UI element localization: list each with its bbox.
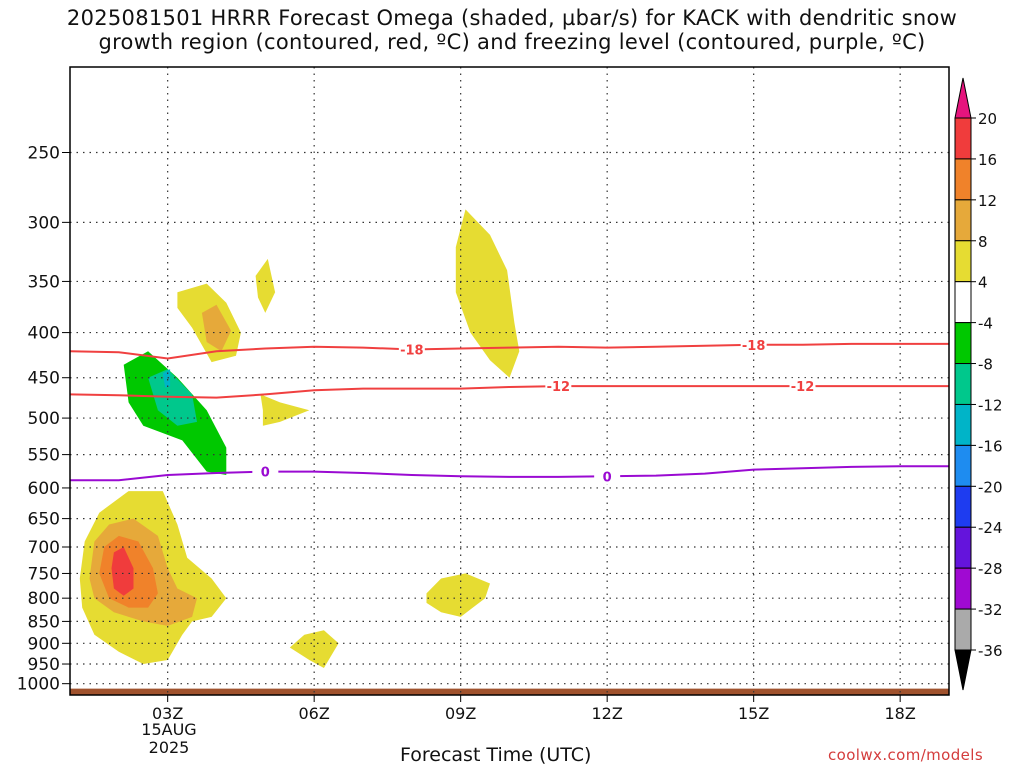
- omega-region-11: [260, 394, 310, 426]
- contour-label: -18: [400, 343, 424, 358]
- omega-region-9: [162, 369, 171, 388]
- y-tick-label: 400: [28, 324, 60, 344]
- y-tick-label: 500: [28, 409, 60, 429]
- contour-label-bg: [740, 336, 767, 353]
- colorbar-label: -32: [978, 601, 1003, 619]
- contour-label-bg: [545, 378, 572, 395]
- y-axis: 2503003504004505005506006507007508008509…: [17, 143, 70, 695]
- x-tick-label: 09Z: [445, 704, 476, 723]
- y-tick-label: 350: [28, 272, 60, 292]
- watermark: coolwx.com/models: [828, 746, 984, 764]
- colorbar-band: [954, 322, 972, 365]
- y-tick-label: 850: [28, 612, 60, 632]
- date-label-day: 15AUG: [141, 720, 197, 739]
- y-tick-label: 600: [28, 479, 60, 499]
- colorbar-band: [954, 199, 972, 242]
- y-tick-label: 700: [28, 538, 60, 558]
- colorbar-label: -24: [978, 519, 1003, 537]
- y-tick-label: 800: [28, 589, 60, 609]
- y-tick-label: 950: [28, 655, 60, 675]
- colorbar-label: -16: [978, 437, 1003, 455]
- colorbar-band: [954, 117, 972, 160]
- colorbar-band: [954, 485, 972, 528]
- chart-title-line-2: growth region (contoured, red, ºC) and f…: [98, 30, 926, 54]
- colorbar-band: [954, 403, 972, 446]
- contour-line: [69, 342, 949, 360]
- x-tick-label: 18Z: [885, 704, 916, 723]
- colorbar-label: -28: [978, 560, 1003, 578]
- colorbar-band: [954, 567, 972, 610]
- omega-region-5: [201, 304, 232, 352]
- colorbar-label: 20: [978, 110, 997, 128]
- omega-region-16: [778, 674, 852, 685]
- date-label-year: 2025: [148, 738, 190, 757]
- colorbar-label: 8: [978, 233, 988, 251]
- contour-label: -12: [547, 380, 571, 395]
- colorbar-label: -8: [978, 356, 993, 374]
- omega-region-13: [426, 573, 490, 617]
- x-axis-label: Forecast Time (UTC): [400, 744, 592, 766]
- contour-label-bg: [594, 468, 621, 485]
- colorbar-label: -4: [978, 315, 993, 333]
- colorbar-band: [954, 363, 972, 405]
- colorbar-band: [954, 158, 972, 201]
- omega-region-3: [111, 547, 134, 596]
- colorbar-band: [954, 281, 972, 324]
- omega-region-10: [255, 258, 276, 313]
- colorbar-label: -36: [978, 642, 1003, 660]
- colorbar-under-arrow: [954, 649, 972, 691]
- y-tick-label: 1000: [17, 675, 60, 695]
- colorbar-band: [954, 444, 972, 487]
- contour-label: -12: [791, 380, 815, 395]
- y-tick-label: 450: [28, 369, 60, 389]
- colorbar-label: -20: [978, 478, 1003, 496]
- y-tick-label: 750: [28, 564, 60, 584]
- temperature-contours: -18 -18 -12 -12 0 0: [69, 336, 949, 485]
- colorbar-label: -12: [978, 396, 1003, 414]
- y-tick-label: 900: [28, 634, 60, 654]
- y-tick-label: 250: [28, 143, 60, 163]
- plot-frame: [69, 66, 950, 696]
- ground-surface: [70, 688, 949, 695]
- x-tick-label: 15Z: [738, 704, 769, 723]
- omega-region-12: [455, 209, 520, 378]
- x-tick-label: 12Z: [592, 704, 623, 723]
- chart-title-line-1: 2025081501 HRRR Forecast Omega (shaded, …: [66, 6, 958, 30]
- contour-label-bg: [789, 378, 816, 395]
- omega-shaded-fields: [79, 209, 852, 685]
- contour-label-bg: [252, 463, 279, 480]
- colorbar-label: 4: [978, 274, 988, 292]
- colorbar-band: [954, 608, 972, 651]
- y-tick-label: 300: [28, 213, 60, 233]
- contour-label-bg: [398, 341, 425, 358]
- contour-line: [70, 465, 949, 482]
- x-tick-label: 03Z: [152, 704, 183, 723]
- contour-label: 0: [603, 470, 612, 485]
- omega-region-14: [289, 630, 339, 668]
- omega-region-15: [431, 630, 559, 670]
- contour-label: 0: [261, 466, 270, 481]
- colorbar: 20 16 12 8 4 -4 -8 -12 -16 -20 -24 -28 -32 -36: [954, 77, 1003, 691]
- y-tick-label: 550: [28, 446, 60, 466]
- colorbar-band: [954, 240, 972, 283]
- contour-label: -18: [742, 339, 766, 354]
- colorbar-over-arrow: [954, 77, 972, 119]
- colorbar-band: [954, 526, 972, 569]
- x-tick-label: 06Z: [299, 704, 330, 723]
- x-axis: 03Z 06Z 09Z 12Z 15Z 18Z: [152, 695, 916, 723]
- colorbar-label: 12: [978, 192, 997, 210]
- colorbar-label: 16: [978, 151, 997, 169]
- y-tick-label: 650: [28, 510, 60, 530]
- grid-lines: [70, 67, 949, 695]
